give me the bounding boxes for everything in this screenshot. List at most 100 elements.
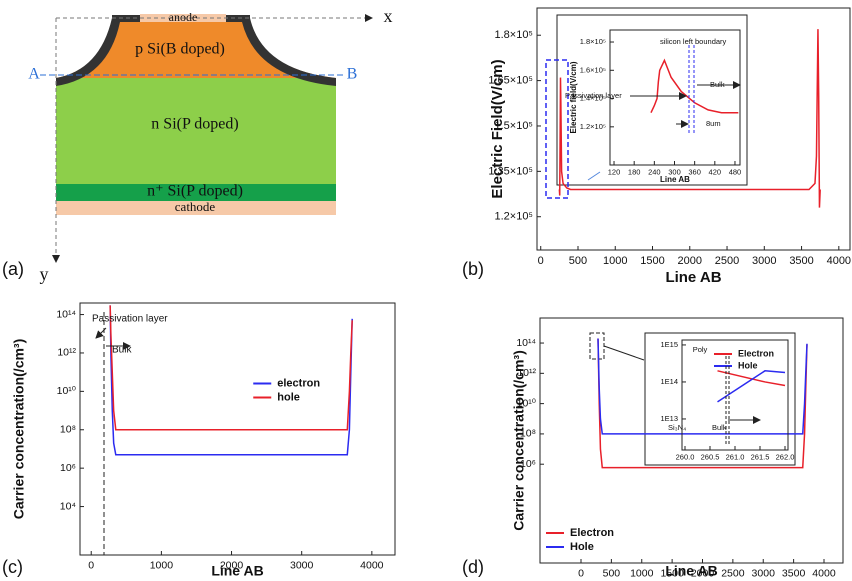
x-axis-label: Line AB (665, 269, 721, 286)
x-tick-label: 180 (628, 167, 641, 176)
data-line (597, 338, 808, 435)
layer-label: n⁺ Si(P doped) (147, 183, 243, 200)
x-tick-label: 120 (608, 167, 621, 176)
x-axis-label: Line AB (211, 563, 263, 579)
data-line (109, 305, 353, 431)
y-tick-label: 10¹⁰ (57, 385, 76, 397)
x-tick-label: 3000 (752, 255, 776, 267)
data-line (597, 338, 808, 469)
x-tick-label: 1000 (603, 255, 627, 267)
passivation-left (56, 18, 120, 86)
y-tick-label: 1.4×10⁵ (580, 94, 606, 103)
chart: 0 1000 2000 3000 4000 10⁴ 10⁶ 10⁸ 10¹⁰ 10¹² 10¹⁴ Li… (2, 302, 396, 579)
annotation: Bulk (710, 80, 725, 89)
data-line (109, 305, 353, 456)
zoom-box (589, 332, 605, 360)
plot-frame (609, 29, 741, 166)
x-tick-label: 500 (603, 567, 621, 579)
legend-label: Electron (570, 527, 614, 539)
panel-label: (d) (462, 557, 484, 577)
n-region (56, 78, 336, 184)
layer-label: n Si(P doped) (151, 116, 238, 133)
legend-label: Hole (738, 360, 758, 370)
x-tick-label: 260.5 (701, 452, 720, 461)
device-diagram: anode p Si(B doped) n Si(P doped) n⁺ Si(… (2, 6, 393, 284)
x-tick-label: 300 (668, 167, 681, 176)
annotation: Bulk (112, 345, 132, 356)
cut-end: B (347, 66, 358, 83)
legend-label: electron (277, 377, 320, 389)
passivation-right (242, 18, 336, 86)
annotation: Passivation layer (92, 314, 168, 325)
cut-start: A (28, 66, 40, 83)
layer-label: cathode (175, 199, 216, 214)
y-tick-label: 10¹² (57, 347, 76, 359)
y-tick-label: 1E13 (660, 414, 678, 423)
x-tick-label: 2000 (220, 559, 244, 571)
x-tick-label: 2000 (691, 567, 715, 579)
y-tick-label: 1.8×10⁵ (580, 37, 606, 46)
zoom-arrow (603, 345, 645, 361)
annotation: Bulk (712, 423, 727, 432)
x-tick-label: 0 (88, 559, 94, 571)
x-tick-label: 4000 (360, 559, 384, 571)
y-tick-label: 1.5×10⁵ (494, 120, 533, 132)
x-tick-label: 420 (709, 167, 722, 176)
x-tick-label: 3000 (290, 559, 314, 571)
y-tick-label: 10⁶ (60, 462, 76, 474)
x-axis-label: Line AB (665, 563, 717, 579)
plot-frame (79, 302, 396, 556)
panel-label: (b) (462, 259, 484, 279)
layer-label: anode (169, 10, 198, 24)
y-tick-label: 10¹² (517, 367, 536, 379)
layer-label: p Si(B doped) (135, 41, 225, 58)
legend-label: hole (277, 391, 300, 403)
x-tick-label: 3500 (789, 255, 813, 267)
axis-name: x (384, 6, 393, 26)
x-tick-label: 240 (648, 167, 661, 176)
chart: 0 500 1000 1500 2000 2500 3000 3500 4000 10⁶ 10⁸ 10… (462, 317, 844, 579)
x-tick-label: 2000 (678, 255, 702, 267)
y-tick-label: 10¹⁰ (517, 397, 536, 409)
y-tick-label: 1E15 (660, 340, 678, 349)
x-tick-label: 262.0 (776, 452, 795, 461)
data-line (650, 58, 739, 114)
x-tick-label: 3500 (782, 567, 806, 579)
cathode-region (56, 201, 336, 215)
x-tick-label: 4000 (827, 255, 851, 267)
annotation: Si₃N₄ (668, 423, 686, 432)
y-tick-label: 1E14 (660, 377, 678, 386)
y-tick-label: 10⁴ (60, 500, 76, 512)
zoom-box (545, 59, 569, 199)
axis-name: y (40, 264, 49, 284)
y-axis-label: Carrier concentration(/cm³) (11, 339, 27, 519)
y-axis-label: Carrier concentration(/cm³) (511, 350, 527, 530)
guide (95, 327, 107, 339)
x-tick-label: 4000 (812, 567, 836, 579)
y-tick-label: 1.65×10⁵ (488, 75, 533, 87)
y-axis-label: Electric Field(V/cm) (489, 59, 506, 198)
x-tick-label: 500 (569, 255, 587, 267)
x-tick-label: 0 (538, 255, 544, 267)
x-tick-label: 261.5 (751, 452, 770, 461)
y-axis-label: Electric field(V/cm) (569, 61, 578, 133)
data-line (717, 370, 786, 403)
legend-label: Hole (570, 541, 594, 553)
plot-frame (539, 317, 844, 564)
x-tick-label: 480 (729, 167, 742, 176)
y-tick-label: 1.6×10⁵ (580, 65, 606, 74)
annotation: Passivation layer (565, 91, 622, 100)
plot-frame (536, 7, 851, 251)
nplus-region (56, 184, 336, 201)
x-tick-label: 1500 (640, 255, 664, 267)
x-tick-label: 360 (688, 167, 701, 176)
data-line (558, 29, 821, 208)
y-tick-label: 1.35×10⁵ (488, 165, 533, 177)
annotation: Poly (693, 345, 708, 354)
x-tick-label: 1500 (660, 567, 684, 579)
x-tick-label: 1000 (630, 567, 654, 579)
chart: 0 500 1000 1500 2000 2500 3000 3500 40001.2×10⁵1… (462, 7, 851, 286)
panel-label: (a) (2, 259, 24, 279)
